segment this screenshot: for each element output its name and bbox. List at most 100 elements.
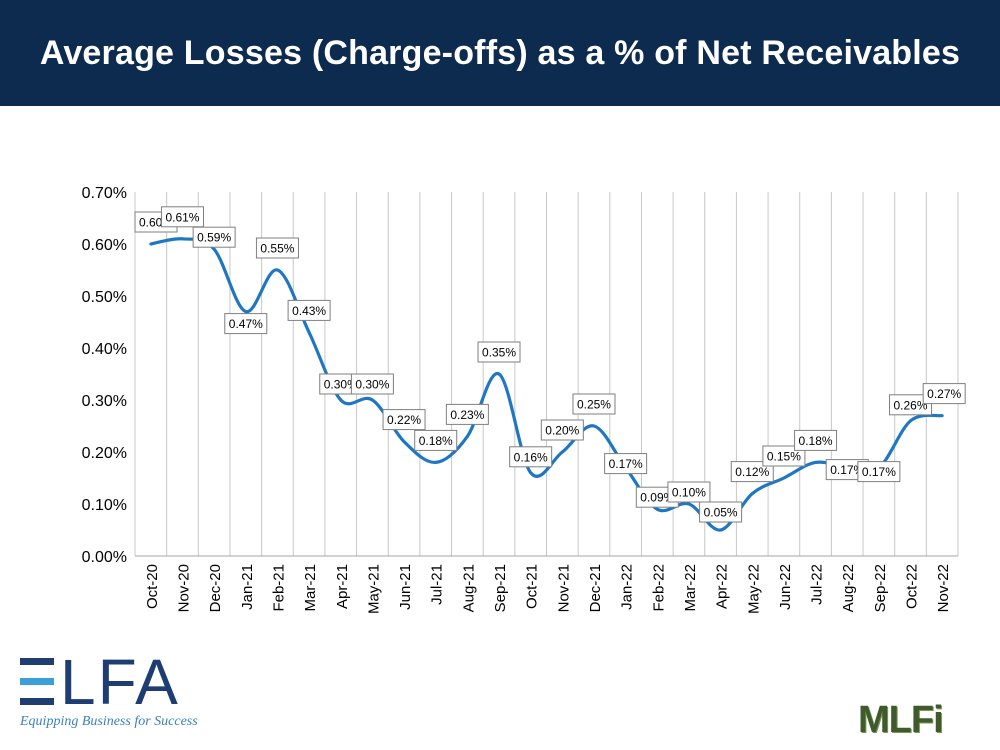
y-tick-label: 0.30% (82, 393, 127, 410)
x-tick-label: Aug-22 (840, 564, 857, 612)
elfa-tagline: Equipping Business for Success (20, 714, 198, 729)
data-label-box (667, 481, 711, 503)
elfa-logo-bar-bottom (20, 698, 54, 705)
data-label-box (192, 226, 236, 248)
data-label: 0.43% (292, 304, 326, 318)
x-tick-label: Jan-21 (239, 564, 256, 610)
data-point (909, 419, 913, 423)
data-label-box (604, 453, 648, 475)
y-tick-label: 0.40% (82, 341, 127, 358)
y-tick-label: 0.50% (82, 289, 127, 306)
data-label-box (445, 403, 489, 425)
x-tick-label: Sep-21 (492, 564, 509, 612)
x-tick-label: May-21 (365, 564, 382, 614)
data-label: 0.12% (735, 465, 769, 479)
data-label-box (889, 394, 933, 416)
data-point (307, 330, 311, 334)
data-label: 0.18% (419, 434, 453, 448)
x-tick-label: Nov-21 (555, 564, 572, 612)
data-label-box (509, 446, 553, 468)
x-tick-label: Feb-22 (650, 564, 667, 612)
elfa-logo-bar-middle (20, 678, 54, 685)
data-label-box (762, 445, 806, 467)
elfa-logo-word: LFA (60, 646, 180, 718)
data-label: 0.10% (672, 486, 706, 500)
x-tick-label: Dec-20 (207, 564, 224, 612)
data-point (592, 424, 596, 428)
axis-layer: 0.00% 0.10% 0.20% 0.30% 0.40% 0.50% 0.60% 0.70%… (82, 185, 958, 614)
data-point (687, 502, 691, 506)
data-label-box (857, 461, 901, 483)
data-label: 0.61% (165, 210, 199, 224)
x-tick-label: Mar-22 (682, 564, 699, 612)
data-label: 0.35% (482, 346, 516, 360)
data-point (149, 242, 153, 246)
data-label-box (350, 373, 394, 395)
data-point (560, 450, 564, 454)
x-tick-label: Oct-21 (524, 564, 541, 609)
x-tick-label: Oct-20 (144, 564, 161, 609)
data-point (465, 434, 469, 438)
data-point (212, 247, 216, 251)
data-label: 0.23% (450, 408, 484, 422)
elfa-logo: LFA Equipping Business for Success (20, 650, 250, 735)
data-label: 0.30% (355, 378, 389, 392)
y-tick-label: 0.20% (82, 445, 127, 462)
data-label: 0.17% (830, 463, 864, 477)
data-label: 0.27% (927, 387, 961, 401)
data-label: 0.55% (260, 242, 294, 256)
x-tick-label: Jun-21 (397, 564, 414, 610)
data-label-box (572, 393, 616, 415)
data-label-box (287, 299, 331, 321)
data-point (655, 507, 659, 511)
data-point (402, 440, 406, 444)
data-label: 0.09% (640, 491, 674, 505)
data-point (940, 414, 944, 418)
x-tick-label: Jun-22 (777, 564, 794, 610)
y-tick-label: 0.00% (82, 549, 127, 566)
x-tick-label: May-22 (745, 564, 762, 614)
data-point (782, 476, 786, 480)
data-point (814, 460, 818, 464)
data-label: 0.15% (767, 450, 801, 464)
data-label: 0.20% (545, 424, 579, 438)
data-label-box (730, 461, 774, 483)
x-tick-label: Mar-21 (302, 564, 319, 612)
data-point (719, 528, 723, 532)
data-label: 0.17% (862, 465, 896, 479)
data-label: 0.30% (324, 378, 358, 392)
data-label: 0.16% (514, 450, 548, 464)
x-tick-label: Dec-21 (587, 564, 604, 612)
x-tick-label: Apr-22 (714, 564, 731, 609)
y-tick-label: 0.70% (82, 185, 127, 202)
data-label-box (922, 383, 966, 405)
x-tick-label: Nov-22 (935, 564, 952, 612)
x-tick-label: Oct-22 (904, 564, 921, 609)
data-point (244, 310, 248, 314)
x-tick-label: Nov-20 (175, 564, 192, 612)
x-tick-label: Jul-21 (429, 564, 446, 605)
data-label-box (160, 206, 204, 228)
data-point (339, 398, 343, 402)
mlfi-logo: MLFi (858, 700, 974, 740)
x-tick-label: Sep-22 (872, 564, 889, 612)
x-tick-label: Jan-22 (619, 564, 636, 610)
data-label-box (477, 341, 521, 363)
elfa-logo-bar-top (20, 658, 54, 665)
data-label-box (414, 429, 458, 451)
x-tick-label: Aug-21 (460, 564, 477, 612)
data-point (529, 471, 533, 475)
data-label-box (224, 313, 268, 335)
data-point (434, 460, 438, 464)
data-label: 0.22% (387, 413, 421, 427)
x-tick-label: Apr-21 (334, 564, 351, 609)
data-label-box (540, 419, 584, 441)
label-layer: 0.60%0.61%0.59%0.47%0.55%0.43%0.30%0.30%… (134, 206, 966, 523)
mlfi-logo-word: MLFi (858, 699, 944, 741)
data-label: 0.05% (704, 506, 738, 520)
y-tick-label: 0.10% (82, 497, 127, 514)
data-label: 0.26% (894, 398, 928, 412)
title-banner: Average Losses (Charge-offs) as a % of N… (0, 0, 1000, 106)
data-point (370, 398, 374, 402)
data-label: 0.59% (197, 231, 231, 245)
